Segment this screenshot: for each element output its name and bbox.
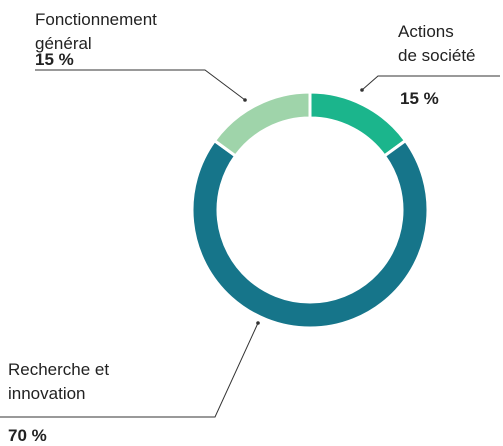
category-label: Recherche et innovation [8, 360, 110, 403]
donut-segment [190, 138, 430, 330]
leader-dot [243, 98, 247, 102]
category-label: Actions de société [398, 22, 476, 65]
leader-dot [256, 321, 260, 325]
leader-dot [360, 88, 364, 92]
value-label: 15 % [35, 50, 74, 69]
value-label: 15 % [400, 89, 439, 108]
leader-line [361, 75, 500, 91]
leader-line [35, 69, 246, 101]
donut-segment [308, 90, 408, 159]
category-label: Fonctionnement général [35, 10, 157, 53]
value-label: 70 % [8, 426, 47, 445]
donut-segment [212, 90, 312, 159]
leader-line [0, 322, 259, 418]
